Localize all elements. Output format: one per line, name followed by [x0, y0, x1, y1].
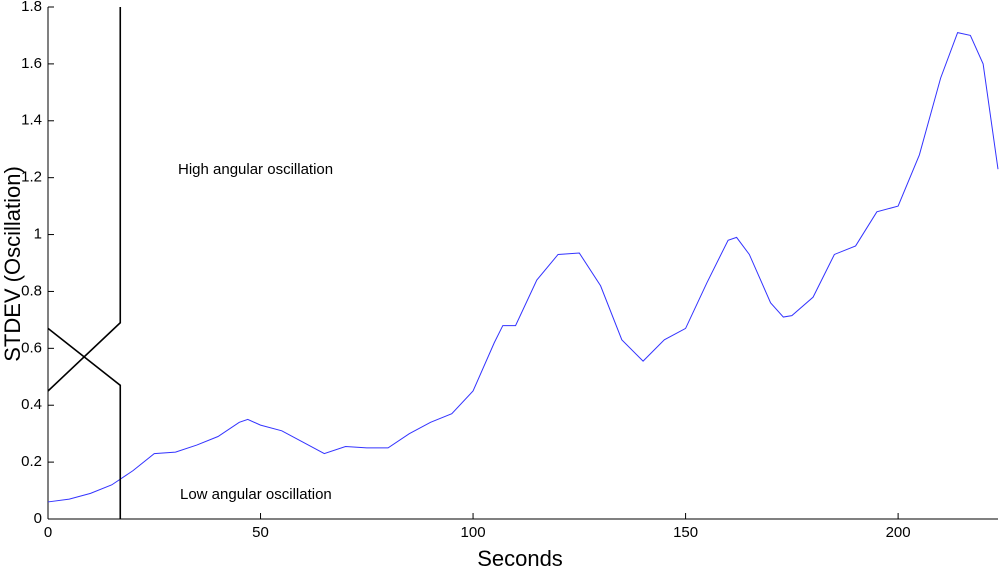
- x-tick-label: 150: [673, 524, 698, 541]
- annotation: Low angular oscillation: [180, 486, 332, 503]
- x-tick-label: 100: [461, 524, 486, 541]
- y-axis-label: STDEV (Oscillation): [0, 166, 25, 362]
- x-axis-label: Seconds: [477, 546, 563, 570]
- y-tick-label: 0.2: [21, 453, 42, 470]
- x-tick-label: 50: [252, 524, 269, 541]
- y-tick-label: 0: [34, 510, 42, 527]
- series-line: [47, 7, 122, 392]
- y-tick-label: 1.8: [21, 0, 42, 15]
- series-line: [47, 327, 122, 519]
- y-tick-label: 1.6: [21, 55, 42, 72]
- y-tick-label: 1.4: [21, 112, 42, 129]
- y-tick-label: 0.4: [21, 396, 42, 413]
- x-tick-label: 0: [44, 524, 52, 541]
- y-tick-label: 0.8: [21, 282, 42, 299]
- series-line: [47, 32, 999, 503]
- x-tick-label: 200: [886, 524, 911, 541]
- annotation: High angular oscillation: [178, 161, 333, 178]
- y-tick-label: 1.2: [21, 169, 42, 186]
- y-tick-label: 0.6: [21, 339, 42, 356]
- y-tick-label: 1: [34, 226, 42, 243]
